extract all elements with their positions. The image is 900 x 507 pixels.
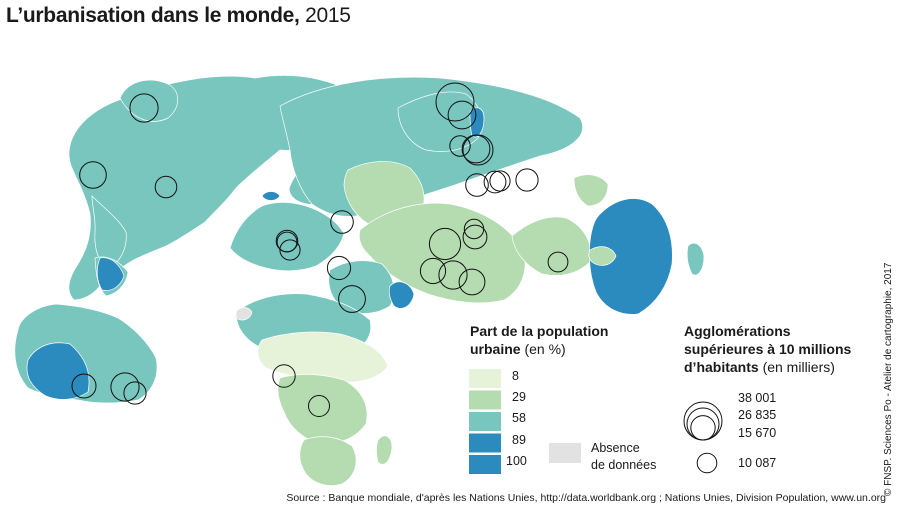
map-title: L’urbanisation dans le monde, 2015 xyxy=(6,4,351,28)
region-central-africa xyxy=(277,374,368,445)
city-size-label-1: 26 835 xyxy=(738,408,777,422)
city-circle-seoul xyxy=(449,135,471,157)
city-circle-karachi xyxy=(419,257,447,285)
urban-class-swatch-3 xyxy=(469,433,501,453)
region-russia-far-east xyxy=(397,91,483,152)
city-circle-jakarta xyxy=(547,251,569,273)
region-new-zealand xyxy=(686,242,705,276)
city-circle-delhi xyxy=(428,227,462,261)
cities-legend-title: Agglomérations supérieures à 10 millions… xyxy=(684,323,852,375)
region-kamchatka xyxy=(469,107,485,138)
megacity-circles xyxy=(71,82,569,417)
city-circle-istanbul xyxy=(326,255,352,281)
nodata-swatch xyxy=(549,443,581,463)
city-circle-tehran xyxy=(330,210,354,234)
region-greenland xyxy=(119,79,179,122)
urban-class-swatch-2 xyxy=(469,412,501,431)
region-arabia xyxy=(388,281,415,309)
urban-class-label-2: 58 xyxy=(512,411,526,425)
region-southern-africa xyxy=(299,436,357,486)
region-sahara-west xyxy=(235,307,253,321)
city-circle-sao-paulo xyxy=(110,372,140,402)
region-venezuela-colombia xyxy=(96,257,125,291)
region-japan-korea xyxy=(573,174,609,207)
title-year: 2015 xyxy=(305,4,351,27)
city-circle-rio xyxy=(123,381,147,405)
title-main: L’urbanisation dans le monde, xyxy=(6,4,300,27)
city-circle-lagos xyxy=(272,364,296,388)
city-circle-mumbai xyxy=(438,260,468,290)
region-middle-east xyxy=(328,260,395,314)
urban-class-swatch-0 xyxy=(469,369,501,388)
city-size-circle-2 xyxy=(690,415,716,441)
city-size-label-2: 15 670 xyxy=(738,426,777,440)
city-circle-manila xyxy=(515,168,539,192)
city-size-circle-3 xyxy=(696,452,718,474)
urban-class-swatch-1 xyxy=(469,390,501,410)
urban-class-label-3: 89 xyxy=(512,433,526,447)
city-size-label-3: 10 087 xyxy=(738,456,777,470)
city-circle-kolkata xyxy=(462,224,488,250)
city-circle-dhaka xyxy=(458,268,486,296)
city-circle-new-york xyxy=(79,161,107,189)
region-new-guinea xyxy=(588,246,617,266)
city-circle-guangzhou xyxy=(483,170,507,194)
city-circle-mexico-city xyxy=(129,93,159,123)
region-iceland xyxy=(261,191,281,201)
city-size-label-0: 38 001 xyxy=(738,391,777,405)
legend-graphics xyxy=(469,369,723,474)
urban-class-label-1: 29 xyxy=(512,390,526,404)
city-circle-london xyxy=(276,231,298,253)
region-madagascar xyxy=(376,435,393,465)
region-europe xyxy=(229,202,345,272)
city-circle-buenos-aires xyxy=(71,373,97,399)
nodata-label: Absence de données xyxy=(591,441,657,472)
urban-class-swatch-4 xyxy=(469,455,501,474)
region-australia xyxy=(589,198,673,315)
urban-legend-title: Part de la population urbaine (en %) xyxy=(470,323,609,357)
city-circle-los-angeles xyxy=(154,175,178,199)
region-argentina-chile xyxy=(26,342,90,400)
source-note: Source : Banque mondiale, d'après les Na… xyxy=(286,492,886,504)
country-regions xyxy=(14,75,705,486)
city-circle-kinshasa xyxy=(308,395,330,417)
city-circle-cairo xyxy=(338,285,366,313)
city-circle-osaka xyxy=(447,100,477,130)
region-sahel xyxy=(257,331,389,383)
urban-class-label-4: 100 xyxy=(506,454,527,468)
city-circle-tokyo xyxy=(435,82,475,122)
urban-class-label-0: 8 xyxy=(512,369,519,383)
city-circle-shenzhen xyxy=(489,170,511,192)
copyright-note: © FNSP. Sciences Po - Atelier de cartogr… xyxy=(883,262,894,496)
city-circle-shanghai xyxy=(462,134,494,166)
city-circle-chongqing xyxy=(465,173,489,197)
city-circle-paris xyxy=(279,239,301,261)
